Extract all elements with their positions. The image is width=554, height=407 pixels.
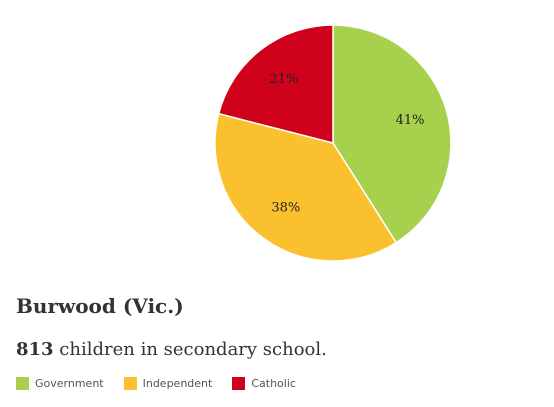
pie-chart: 41% 38% 21% xyxy=(214,24,452,262)
chart-title: Burwood (Vic.) xyxy=(16,294,184,318)
legend-label-government: Government xyxy=(35,377,104,390)
student-count: 813 xyxy=(16,339,54,360)
slice-independent xyxy=(214,112,398,262)
legend-item-government: Government xyxy=(16,377,104,390)
legend-label-independent: Independent xyxy=(142,377,213,390)
legend-label-catholic: Catholic xyxy=(251,377,296,390)
legend-swatch-catholic xyxy=(232,377,246,390)
legend: Government Independent Catholic xyxy=(16,377,316,390)
label-catholic: 21% xyxy=(269,72,298,87)
subtitle-text: children in secondary school. xyxy=(53,339,327,360)
slice-catholic xyxy=(217,24,334,144)
legend-swatch-independent xyxy=(123,377,137,390)
chart-subtitle: 813 children in secondary school. xyxy=(16,339,327,360)
label-independent: 38% xyxy=(271,200,300,215)
label-government: 41% xyxy=(396,113,425,128)
legend-swatch-government xyxy=(16,377,29,390)
legend-item-catholic: Catholic xyxy=(232,377,296,390)
legend-item-independent: Independent xyxy=(123,377,213,390)
